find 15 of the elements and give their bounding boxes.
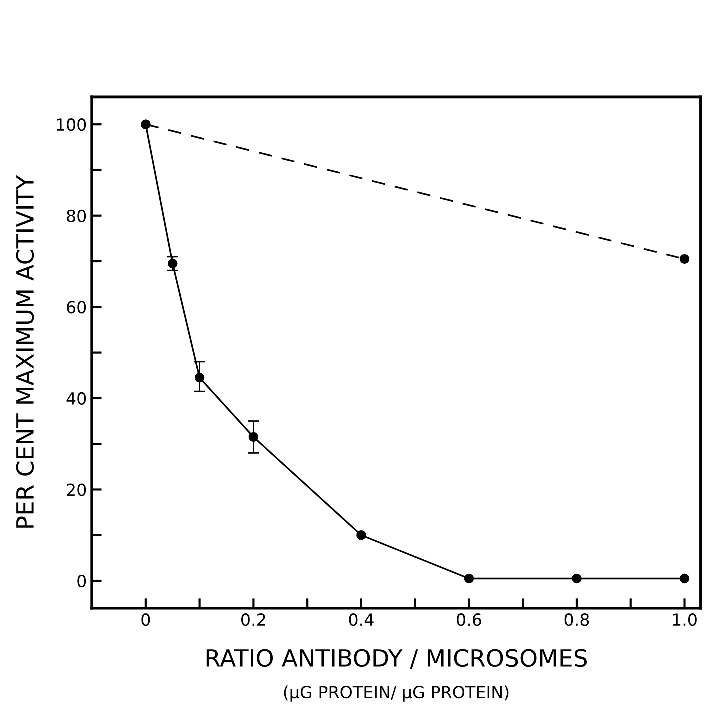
x-tick-label: 0	[142, 614, 150, 626]
x-tick-label: 0.8	[564, 614, 590, 626]
y-tick-label: 100	[57, 118, 86, 132]
x-tick-label: 0.4	[349, 614, 374, 626]
y-axis-title: PER CENT MAXIMUM ACTIVITY	[16, 175, 34, 528]
x-tick-label: 1.0	[673, 614, 697, 626]
text: (μG PROTEIN/ μG PROTEIN)	[284, 686, 509, 702]
y-tick-label: 80	[67, 210, 86, 222]
y-tick-label: 60	[67, 301, 86, 314]
y-tick-label: 0	[78, 574, 86, 588]
x-tick-label: 0.2	[242, 614, 266, 626]
x-tick-label: 0.6	[457, 614, 482, 626]
y-tick-label: 20	[67, 484, 86, 496]
y-tick-label: 40	[66, 392, 86, 406]
x-axis-title: RATIO ANTIBODY / MICROSOMES	[206, 649, 588, 669]
